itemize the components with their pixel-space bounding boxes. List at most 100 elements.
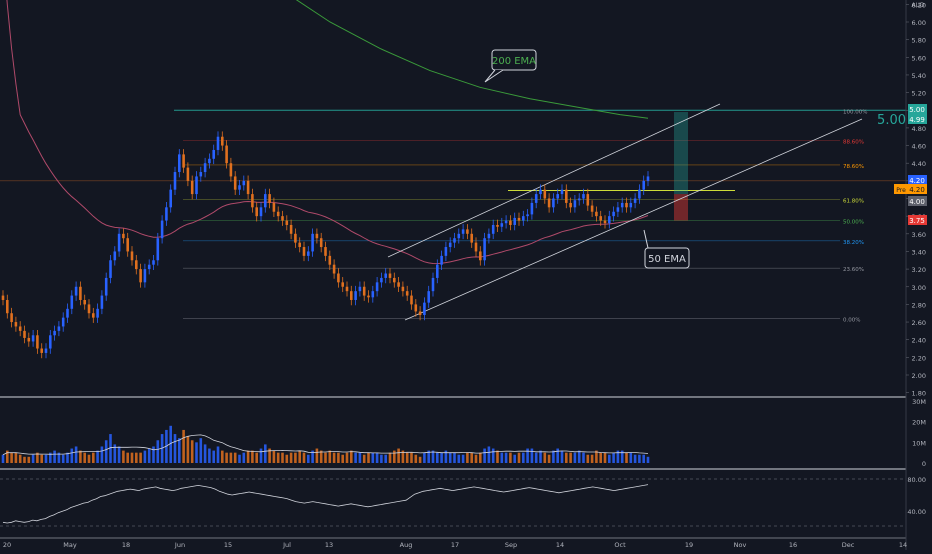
volume-bar bbox=[31, 454, 35, 463]
price-tick-label: 1.80 bbox=[912, 390, 926, 398]
candle-body bbox=[6, 299, 9, 314]
volume-bar bbox=[620, 450, 624, 463]
candle-body bbox=[470, 233, 473, 243]
volume-bar bbox=[233, 452, 237, 463]
badge-pre-tag: Pre bbox=[896, 187, 906, 194]
candle-body bbox=[517, 217, 521, 221]
volume-bar bbox=[504, 452, 508, 463]
candle-body bbox=[31, 335, 35, 342]
candle-body bbox=[319, 238, 323, 248]
candle-body bbox=[165, 207, 168, 221]
time-tick-label: Jul bbox=[282, 541, 291, 549]
candle-body bbox=[156, 238, 160, 261]
volume-bar bbox=[380, 454, 383, 463]
volume-bar bbox=[466, 452, 469, 463]
volume-bar bbox=[315, 448, 319, 463]
volume-bar bbox=[410, 452, 413, 463]
annotations: 200 EMA 50 EMA 5.00 bbox=[484, 49, 906, 269]
candle-body bbox=[479, 251, 482, 261]
volume-bar bbox=[513, 454, 516, 463]
volume-bar bbox=[160, 434, 164, 463]
candle-body bbox=[147, 264, 151, 270]
candle-body bbox=[362, 286, 366, 296]
candle-body bbox=[83, 299, 86, 305]
volume-bar bbox=[246, 450, 250, 463]
volume-bar bbox=[96, 450, 99, 463]
candle-body bbox=[233, 176, 237, 190]
candle-body bbox=[569, 202, 572, 208]
candle-body bbox=[612, 211, 615, 217]
candle-body bbox=[169, 189, 172, 208]
candle-body bbox=[74, 286, 78, 296]
volume-bar bbox=[130, 452, 134, 463]
candle-body bbox=[358, 286, 362, 292]
volume-bar bbox=[586, 454, 590, 463]
volume-bar bbox=[483, 448, 486, 463]
badge-target-top: 5.00 bbox=[909, 106, 925, 114]
candle-body bbox=[397, 282, 400, 287]
candle-body bbox=[36, 335, 39, 349]
volume-bar bbox=[371, 452, 375, 463]
volume-bar bbox=[547, 454, 551, 463]
time-tick-label: 14 bbox=[899, 541, 907, 549]
volume-bar bbox=[577, 450, 581, 463]
volume-bar bbox=[474, 454, 478, 463]
candle-body bbox=[289, 224, 293, 234]
volume-bar bbox=[496, 450, 499, 463]
candle-body bbox=[384, 273, 387, 278]
time-tick-label: Aug bbox=[400, 541, 413, 549]
candle-body bbox=[294, 233, 297, 243]
currency-label: AUD bbox=[911, 2, 924, 9]
time-tick-label: Oct bbox=[614, 541, 626, 549]
fib-level-label: 100.00% bbox=[843, 109, 867, 115]
time-tick-label: May bbox=[63, 541, 77, 549]
candle-body bbox=[126, 238, 129, 252]
volume-bar bbox=[70, 448, 74, 463]
candle-body bbox=[448, 242, 452, 248]
candle-body bbox=[178, 154, 181, 173]
volume-bar bbox=[358, 452, 362, 463]
candle-body bbox=[225, 145, 228, 164]
volume-bar bbox=[423, 452, 426, 463]
candle-body bbox=[285, 220, 289, 225]
volume-bar bbox=[281, 452, 284, 463]
channel-upper-line bbox=[387, 103, 721, 258]
time-tick-label: Jun bbox=[174, 541, 185, 549]
volume-bar bbox=[461, 454, 465, 463]
candle-body bbox=[113, 251, 117, 261]
time-tick-label: 16 bbox=[789, 541, 797, 549]
fib-level-label: 23.60% bbox=[843, 267, 864, 273]
price-tick-label: 5.40 bbox=[912, 72, 926, 80]
volume-bar bbox=[401, 450, 405, 463]
time-tick-label: 13 bbox=[325, 541, 333, 549]
volume-bar bbox=[479, 452, 482, 463]
candle-body bbox=[388, 273, 392, 278]
candle-body bbox=[534, 194, 538, 203]
volume-bar bbox=[238, 454, 241, 463]
volume-bar bbox=[182, 429, 185, 463]
volume-bar bbox=[393, 450, 396, 463]
volume-bar bbox=[272, 450, 276, 463]
candle-body bbox=[513, 217, 516, 225]
ema50-callout: 50 EMA bbox=[643, 229, 690, 269]
candle-body bbox=[272, 202, 276, 212]
candle-body bbox=[186, 167, 190, 181]
price-tick-label: 2.20 bbox=[912, 354, 926, 362]
volume-bar bbox=[92, 452, 95, 463]
candle-body bbox=[354, 291, 357, 300]
volume-bar bbox=[539, 450, 542, 463]
volume-bar bbox=[638, 454, 641, 463]
volume-bar bbox=[79, 450, 82, 463]
candle-body bbox=[307, 251, 310, 256]
time-tick-label: Sep bbox=[505, 541, 517, 549]
price-tick-label: 3.60 bbox=[912, 231, 926, 239]
volume-ma-line bbox=[2, 434, 649, 456]
fib-level-label: 38.20% bbox=[843, 240, 864, 246]
candle-body bbox=[603, 220, 607, 224]
candle-body bbox=[100, 295, 104, 309]
candle-body bbox=[573, 200, 577, 208]
volume-bar bbox=[109, 434, 112, 463]
volume-bar bbox=[255, 452, 258, 463]
volume-bar bbox=[384, 454, 387, 463]
